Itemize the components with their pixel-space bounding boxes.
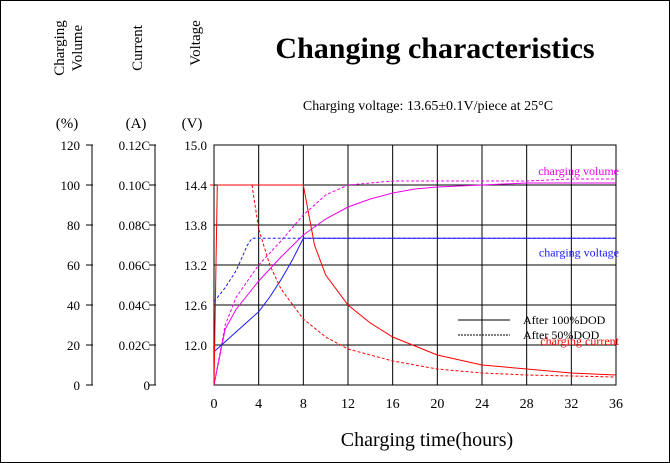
x-axis-ticks: 0 4 8 12 16 20 24 28 32 36 — [211, 397, 624, 412]
x-tick-label: 32 — [564, 397, 578, 412]
current-axis-title: Current — [130, 24, 146, 71]
volume-tick-label: 80 — [67, 218, 80, 233]
charging-current-line-50dod — [251, 184, 617, 378]
voltage-axis-title: Voltage — [188, 20, 204, 66]
x-tick-label: 8 — [300, 397, 307, 412]
current-axis-unit: (A) — [126, 116, 147, 132]
voltage-tick-label: 13.2 — [184, 258, 207, 273]
legend-label: After 100%DOD — [523, 313, 606, 327]
x-axis-title: Charging time(hours) — [341, 429, 513, 451]
current-tick-label: 0.06C — [119, 258, 150, 273]
volume-tick-label: 40 — [67, 298, 80, 313]
volume-axis: 0 20 40 60 80 100 120 (%) Charging Volume — [52, 20, 93, 393]
plot-area-border — [213, 144, 617, 386]
charging-volume-label: charging volume — [538, 164, 619, 178]
y-axes: 0 20 40 60 80 100 120 (%) Charging Volume 0 0.02C 0.… — [52, 20, 208, 393]
charging-current-label: charging current — [540, 334, 619, 348]
x-tick-label: 36 — [609, 397, 623, 412]
volume-axis-title: Charging — [52, 20, 68, 76]
current-tick-label: 0 — [144, 378, 151, 393]
chart-title: Changing characteristics — [275, 32, 594, 65]
charging-voltage-series: charging voltage — [213, 237, 619, 353]
volume-tick-label: 0 — [74, 378, 81, 393]
current-tick-label: 0.10C — [119, 178, 150, 193]
charging-voltage-label: charging voltage — [539, 245, 619, 259]
x-tick-label: 4 — [255, 397, 262, 412]
current-tick-label: 0.04C — [119, 298, 150, 313]
voltage-tick-label: 13.8 — [184, 218, 207, 233]
x-tick-label: 28 — [520, 397, 534, 412]
volume-tick-label: 20 — [67, 338, 80, 353]
current-axis: 0 0.02C 0.04C 0.06C 0.08C 0.10C 0.12C (A) Curren… — [119, 24, 156, 393]
x-tick-label: 20 — [430, 397, 444, 412]
charging-current-series: charging current — [213, 184, 620, 386]
volume-tick-label: 120 — [61, 138, 81, 153]
charging-voltage-line-50dod — [213, 237, 616, 303]
voltage-axis-unit: (V) — [182, 116, 203, 132]
voltage-tick-label: 12.0 — [184, 338, 207, 353]
series-lines: charging volume charging voltage charging … — [210, 164, 620, 386]
x-tick-label: 12 — [341, 397, 355, 412]
voltage-tick-label: 14.4 — [184, 178, 207, 193]
volume-axis-unit: (%) — [56, 116, 79, 132]
x-tick-label: 16 — [386, 397, 400, 412]
volume-tick-label: 60 — [67, 258, 80, 273]
volume-axis-title: Volume — [70, 24, 86, 71]
x-tick-label: 24 — [475, 397, 489, 412]
voltage-tick-label: 15.0 — [184, 138, 207, 153]
charging-volume-line-50dod — [213, 178, 616, 386]
voltage-tick-label: 12.6 — [184, 298, 207, 313]
x-tick-label: 0 — [211, 397, 218, 412]
current-tick-label: 0.02C — [119, 338, 150, 353]
charging-current-line-100dod — [213, 184, 617, 386]
voltage-axis: 12.0 12.6 13.2 13.8 14.4 15.0 (V) Voltage — [182, 20, 208, 353]
charging-voltage-line-100dod — [213, 237, 616, 353]
legend-label: After 50%DOD — [523, 328, 600, 342]
current-tick-label: 0.08C — [119, 218, 150, 233]
chart-subtitle: Charging voltage: 13.65±0.1V/piece at 25… — [303, 99, 553, 114]
current-tick-label: 0.12C — [119, 138, 150, 153]
charging-volume-series: charging volume — [213, 164, 619, 386]
charging-volume-line-100dod — [213, 182, 616, 386]
volume-tick-label: 100 — [61, 178, 81, 193]
